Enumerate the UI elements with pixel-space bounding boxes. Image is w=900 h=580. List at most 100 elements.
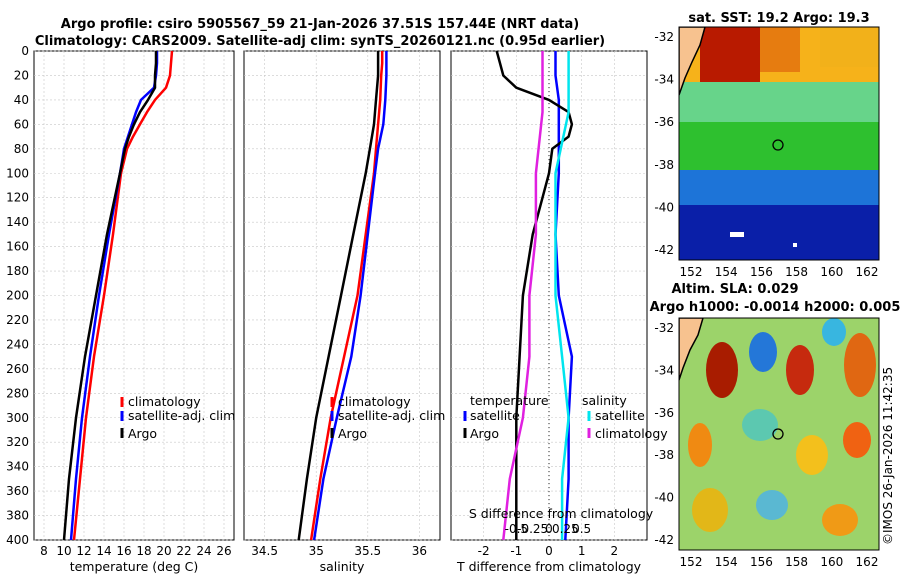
- map-lat-tick: -38: [654, 158, 674, 172]
- map-lon-tick: 156: [750, 555, 773, 569]
- s-diff-tick-label: -0.5: [505, 522, 528, 536]
- map-lat-tick: -32: [654, 30, 674, 44]
- y-tick-label: 280: [6, 386, 29, 400]
- y-tick-label: 220: [6, 313, 29, 327]
- sst-map: [678, 26, 880, 261]
- x-tick-label: 0: [545, 544, 553, 558]
- x-tick-label: -2: [478, 544, 490, 558]
- x-tick-label: 36: [412, 544, 427, 558]
- map-lat-tick: -40: [654, 200, 674, 214]
- legend-label-climatology: climatology: [128, 394, 201, 409]
- map-lat-tick: -36: [654, 406, 674, 420]
- legend-label-climatology: climatology: [338, 394, 411, 409]
- salinity-xlabel: salinity: [320, 559, 365, 574]
- map-lat-tick: -36: [654, 115, 674, 129]
- series-s-satellite: [554, 51, 570, 540]
- y-tick-label: 60: [14, 117, 29, 131]
- x-tick-label: 18: [136, 544, 151, 558]
- main-title-line2: Climatology: CARS2009. Satellite-adj cli…: [35, 34, 605, 49]
- legend-title-temperature: temperature: [470, 393, 549, 408]
- legend-label-satellite: satellite-adj. clim: [338, 408, 445, 423]
- sla-high-eddy: [706, 342, 738, 398]
- y-tick-label: 120: [6, 191, 29, 205]
- legend-label-satellite: satellite-adj. clim: [128, 408, 235, 423]
- difference-xlabel-top: S difference from climatology: [469, 506, 654, 521]
- series-t-argo: [495, 50, 574, 540]
- x-tick-label: 16: [116, 544, 131, 558]
- legend-label-argo: Argo: [128, 426, 157, 441]
- legend-label-t-argo: Argo: [470, 426, 499, 441]
- y-tick-label: 160: [6, 240, 29, 254]
- map-lon-tick: 154: [715, 265, 738, 279]
- sla-map-title-line2: Argo h1000: -0.0014 h2000: 0.005: [650, 300, 900, 315]
- main-title-line1: Argo profile: csiro 5905567_59 21-Jan-20…: [61, 17, 579, 32]
- difference-xlabel: T difference from climatology: [456, 559, 642, 574]
- difference-legend: temperature satellite Argo salinity sate…: [463, 393, 668, 441]
- map-lat-tick: -38: [654, 448, 674, 462]
- series-argo: [297, 51, 380, 541]
- map-lon-tick: 160: [820, 555, 843, 569]
- x-tick-label: 1: [578, 544, 586, 558]
- sst-map-title: sat. SST: 19.2 Argo: 19.3: [688, 11, 869, 26]
- map-lon-tick: 156: [750, 265, 773, 279]
- map-lon-tick: 152: [680, 555, 703, 569]
- map-lon-tick: 162: [856, 265, 879, 279]
- map-lat-tick: -34: [654, 73, 674, 87]
- x-tick-label: 14: [96, 544, 111, 558]
- y-tick-label: 400: [6, 533, 29, 547]
- x-tick-label: 34.5: [251, 544, 278, 558]
- map-lon-tick: 160: [820, 265, 843, 279]
- y-tick-label: 340: [6, 460, 29, 474]
- sst-float-marker: [772, 139, 784, 151]
- map-lon-tick: 152: [680, 265, 703, 279]
- x-tick-label: 8: [40, 544, 48, 558]
- x-tick-label: 22: [176, 544, 191, 558]
- legend-label-s-climatology: climatology: [595, 426, 668, 441]
- y-tick-label: 20: [14, 68, 29, 82]
- y-tick-label: 240: [6, 337, 29, 351]
- y-tick-label: 100: [6, 166, 29, 180]
- sla-map-title-line1: Altim. SLA: 0.029: [672, 282, 799, 297]
- x-tick-label: 35.5: [354, 544, 381, 558]
- y-tick-label: 80: [14, 142, 29, 156]
- temperature-xlabel: temperature (deg C): [70, 559, 199, 574]
- map-lat-tick: -42: [654, 243, 674, 257]
- x-tick-label: 24: [196, 544, 211, 558]
- map-lon-tick: 158: [785, 555, 808, 569]
- y-tick-label: 360: [6, 484, 29, 498]
- y-tick-label: 140: [6, 215, 29, 229]
- sla-low-eddy: [749, 332, 777, 372]
- series-argo: [62, 51, 158, 541]
- map-lat-tick: -34: [654, 363, 674, 377]
- series-s-climatology: [502, 51, 544, 541]
- y-tick-label: 320: [6, 435, 29, 449]
- x-tick-label: 2: [611, 544, 619, 558]
- map-lon-tick: 154: [715, 555, 738, 569]
- s-diff-tick-label: 0: [545, 522, 553, 536]
- sla-map: [678, 317, 880, 551]
- map-lat-tick: -42: [654, 533, 674, 547]
- map-lon-tick: 162: [856, 555, 879, 569]
- s-diff-tick-label: -0.25: [517, 522, 548, 536]
- temperature-legend: climatology satellite-adj. clim Argo: [120, 394, 235, 441]
- x-tick-label: 20: [156, 544, 171, 558]
- x-tick-label: -1: [510, 544, 522, 558]
- imos-credit: ©IMOS 26-Jan-2026 11:42:35: [881, 367, 895, 545]
- series-climatology: [72, 50, 174, 541]
- x-tick-label: 26: [216, 544, 231, 558]
- y-tick-label: 0: [21, 44, 29, 58]
- s-diff-tick-label: 0.5: [572, 522, 591, 536]
- y-tick-label: 300: [6, 411, 29, 425]
- y-tick-label: 260: [6, 362, 29, 376]
- salinity-legend: climatology satellite-adj. clim Argo: [330, 394, 445, 441]
- legend-label-s-satellite: satellite: [595, 408, 645, 423]
- x-tick-label: 35: [309, 544, 324, 558]
- legend-label-argo: Argo: [338, 426, 367, 441]
- map-lat-tick: -40: [654, 491, 674, 505]
- map-lat-tick: -32: [654, 321, 674, 335]
- series-satellite-adj-clim: [312, 51, 388, 541]
- x-tick-label: 10: [56, 544, 71, 558]
- y-tick-label: 380: [6, 509, 29, 523]
- legend-title-salinity: salinity: [582, 393, 627, 408]
